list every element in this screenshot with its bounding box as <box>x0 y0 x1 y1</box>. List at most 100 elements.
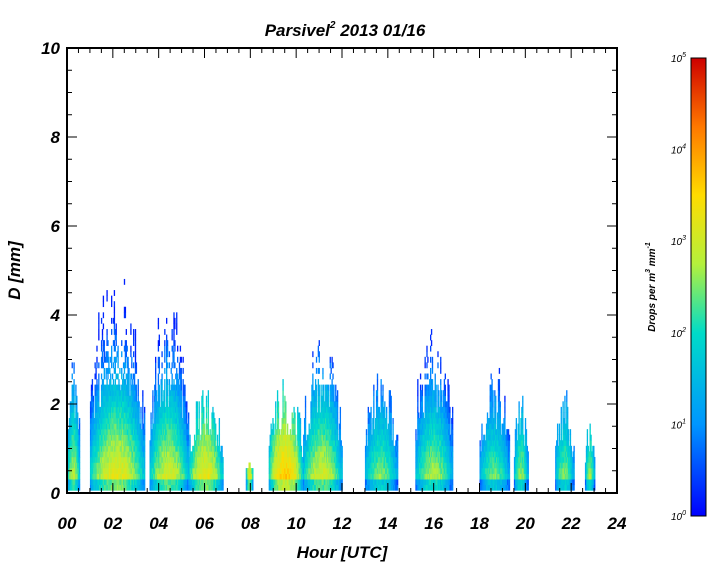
heatmap-cell <box>78 429 80 435</box>
heatmap-cell <box>111 429 114 435</box>
heatmap-cell <box>132 395 134 402</box>
heatmap-cell <box>77 473 79 480</box>
heatmap-cell <box>129 395 131 402</box>
heatmap-cell <box>134 445 137 452</box>
heatmap-cell <box>73 384 75 391</box>
heatmap-cell <box>421 390 424 397</box>
heatmap-cell <box>437 401 439 408</box>
heatmap-cell <box>317 384 320 391</box>
heatmap-cell <box>439 445 441 452</box>
heatmap-cell <box>221 462 223 469</box>
heatmap-cell <box>192 451 194 458</box>
heatmap-cell <box>379 423 381 430</box>
heatmap-cell <box>137 440 139 447</box>
heatmap-cell <box>113 484 116 491</box>
heatmap-cell <box>268 451 270 458</box>
heatmap-cell <box>177 445 179 452</box>
heatmap-cell <box>372 451 374 458</box>
heatmap-cell <box>103 462 105 469</box>
heatmap-cell <box>382 473 384 480</box>
heatmap-cell <box>430 367 432 374</box>
heatmap-cell <box>419 423 422 430</box>
heatmap-cell <box>395 451 397 458</box>
heatmap-cell <box>382 412 384 419</box>
heatmap-cell <box>314 429 317 435</box>
heatmap-cell <box>424 445 426 452</box>
heatmap-cell <box>168 445 171 452</box>
heatmap-cell <box>173 412 175 419</box>
heatmap-cell <box>71 456 73 463</box>
heatmap-cell <box>135 473 138 480</box>
heatmap-cell <box>394 456 396 463</box>
heatmap-cell <box>430 468 432 474</box>
heatmap-cell <box>176 451 178 458</box>
heatmap-cell <box>390 401 392 408</box>
heatmap-cell <box>121 429 123 435</box>
heatmap-cell <box>171 423 173 430</box>
heatmap-cell <box>123 423 126 430</box>
heatmap-cell <box>210 451 212 458</box>
heatmap-cell <box>132 473 134 480</box>
heatmap-cell <box>132 384 134 391</box>
heatmap-cell <box>367 445 369 452</box>
heatmap-cell <box>122 462 124 469</box>
heatmap-cell <box>383 456 385 463</box>
heatmap-cell <box>69 440 72 447</box>
heatmap-cell <box>203 412 205 419</box>
heatmap-cell <box>379 479 381 486</box>
heatmap-cell <box>440 462 442 469</box>
heatmap-cell <box>365 434 368 441</box>
heatmap-cell <box>383 484 385 491</box>
heatmap-cell <box>246 473 248 480</box>
heatmap-cell <box>99 412 101 419</box>
heatmap-cell <box>130 373 132 380</box>
heatmap-cell <box>332 440 334 447</box>
heatmap-cell <box>175 479 177 486</box>
heatmap-cell <box>89 468 92 474</box>
heatmap-cell <box>212 429 214 435</box>
heatmap-cell <box>420 434 423 441</box>
heatmap-cell <box>427 418 429 424</box>
heatmap-cell <box>94 462 96 469</box>
heatmap-cell <box>328 456 331 463</box>
heatmap-cell <box>180 384 182 391</box>
heatmap-cell <box>103 423 105 430</box>
heatmap-cell <box>376 429 379 435</box>
heatmap-cell <box>122 412 125 419</box>
heatmap-cell <box>160 445 162 452</box>
heatmap-cell <box>437 451 439 458</box>
heatmap-cell <box>111 373 114 380</box>
heatmap-cell <box>430 406 432 413</box>
heatmap-cell <box>422 473 424 480</box>
heatmap-cell <box>419 418 422 424</box>
heatmap-cell <box>108 468 110 474</box>
heatmap-cell <box>157 479 160 486</box>
heatmap-cell <box>376 412 379 419</box>
heatmap-cell <box>270 429 272 435</box>
heatmap-cell <box>162 468 164 474</box>
heatmap-cell <box>107 456 109 463</box>
heatmap-cell <box>248 462 250 469</box>
heatmap-cell <box>180 451 182 458</box>
heatmap-cell <box>121 473 123 480</box>
heatmap-cell <box>427 473 429 480</box>
heatmap-cell <box>437 412 439 419</box>
heatmap-cell <box>417 418 419 424</box>
heatmap-cell <box>125 418 127 424</box>
heatmap-cell <box>324 423 326 430</box>
heatmap-cell <box>143 473 145 480</box>
heatmap-cell <box>423 468 425 474</box>
heatmap-cell <box>381 440 383 447</box>
heatmap-cell <box>164 423 166 430</box>
heatmap-cell <box>173 434 175 441</box>
heatmap-cell <box>109 418 111 424</box>
heatmap-cell <box>178 362 181 369</box>
heatmap-cell <box>369 479 371 486</box>
heatmap-cell <box>139 440 141 447</box>
heatmap-cell <box>180 434 182 441</box>
heatmap-cell <box>176 445 178 452</box>
heatmap-cell <box>98 379 100 385</box>
heatmap-cell <box>72 445 74 452</box>
chart-title-superscript: 2 <box>329 20 336 31</box>
heatmap-cell <box>101 379 104 385</box>
